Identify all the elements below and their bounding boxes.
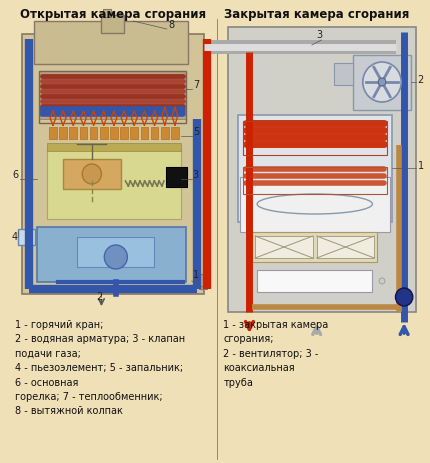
Bar [103, 10, 111, 18]
Text: 2: 2 [97, 291, 103, 301]
Circle shape [396, 288, 413, 307]
Text: 8: 8 [169, 20, 175, 30]
Bar [46, 150, 181, 219]
Text: 3: 3 [193, 169, 199, 180]
Bar [39, 72, 186, 120]
Bar [255, 237, 313, 258]
Circle shape [82, 165, 101, 185]
Bar [200, 275, 207, 289]
Bar [77, 238, 154, 268]
Bar [316, 237, 375, 258]
Bar [353, 56, 411, 111]
Bar [243, 168, 387, 194]
Bar [120, 128, 128, 140]
Bar [101, 16, 125, 34]
Bar [141, 128, 148, 140]
Bar [161, 128, 169, 140]
Bar [49, 128, 57, 140]
Text: 1: 1 [418, 161, 424, 171]
Circle shape [379, 278, 385, 284]
Bar [59, 128, 67, 140]
Bar [334, 64, 353, 86]
Text: 1 - горячий кран;
2 - водяная арматура; 3 - клапан
подачи газа;
4 - пьезоэлемент: 1 - горячий кран; 2 - водяная арматура; … [15, 319, 185, 415]
Text: 1 - закрытая камера
сгорания;
2 - вентилятор; 3 -
коаксиальная
труба: 1 - закрытая камера сгорания; 2 - вентил… [224, 319, 329, 387]
Bar [150, 128, 158, 140]
Bar [252, 232, 377, 263]
Bar [18, 230, 35, 245]
Bar [257, 270, 372, 292]
Text: Закрытая камера сгорания: Закрытая камера сгорания [224, 8, 409, 21]
Bar [171, 128, 179, 140]
Text: Открытая камера сгорания: Открытая камера сгорания [20, 8, 206, 21]
Bar [39, 72, 186, 124]
Bar [228, 28, 416, 313]
Bar [90, 128, 98, 140]
Bar [238, 116, 392, 223]
Bar [80, 128, 87, 140]
Bar [243, 122, 387, 156]
Bar [46, 144, 181, 152]
Bar [166, 168, 187, 188]
Circle shape [363, 63, 401, 103]
Bar [63, 160, 121, 189]
Text: 4: 4 [12, 232, 18, 242]
Text: 5: 5 [193, 127, 199, 137]
Bar [22, 35, 204, 294]
Bar [34, 22, 188, 65]
Text: 6: 6 [12, 169, 18, 180]
Circle shape [378, 79, 386, 87]
Text: 7: 7 [193, 80, 199, 90]
Bar [130, 128, 138, 140]
Bar [100, 128, 108, 140]
Bar [37, 227, 186, 282]
Text: 3: 3 [316, 30, 323, 40]
Bar [69, 128, 77, 140]
Bar [110, 128, 118, 140]
Circle shape [104, 245, 127, 269]
Bar [240, 178, 390, 232]
Text: 2: 2 [418, 75, 424, 85]
Text: 1: 1 [193, 269, 199, 279]
